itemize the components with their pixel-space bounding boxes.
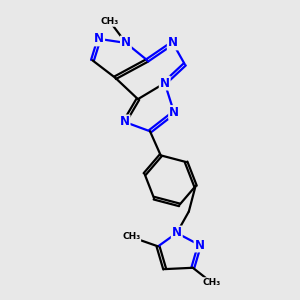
Text: CH₃: CH₃	[101, 17, 119, 26]
Text: N: N	[94, 32, 104, 45]
Text: N: N	[160, 76, 170, 90]
Text: N: N	[168, 36, 178, 50]
Text: N: N	[169, 106, 179, 119]
Text: N: N	[120, 116, 130, 128]
Text: CH₃: CH₃	[202, 278, 221, 287]
Text: N: N	[172, 226, 182, 239]
Text: CH₃: CH₃	[122, 232, 140, 242]
Text: N: N	[121, 36, 131, 50]
Text: N: N	[194, 238, 205, 251]
